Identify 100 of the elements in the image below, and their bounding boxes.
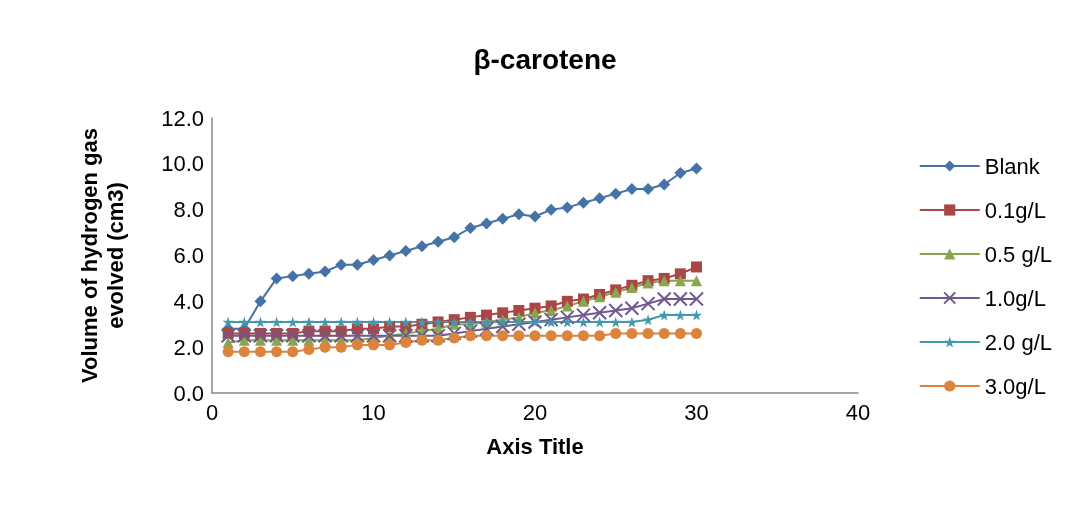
point	[481, 309, 493, 321]
y-tick-label: 6.0	[173, 243, 204, 268]
x-tick-label: 40	[845, 399, 871, 425]
point	[496, 212, 509, 225]
point	[236, 328, 252, 344]
point	[513, 305, 525, 316]
point	[691, 309, 702, 321]
point	[319, 265, 332, 278]
point	[674, 275, 686, 287]
point	[317, 328, 333, 344]
point	[351, 258, 364, 271]
point	[254, 316, 266, 328]
point	[285, 328, 301, 344]
point	[529, 330, 541, 342]
point	[593, 192, 606, 205]
point	[658, 178, 671, 191]
x-tick-label: 30	[684, 399, 709, 425]
point	[415, 240, 428, 253]
point	[642, 183, 655, 196]
point	[674, 167, 687, 179]
y-tick-label: 4.0	[173, 288, 204, 314]
y-axis-title: Volume of hydrogen gas evolved (cm3)	[76, 127, 128, 384]
point	[513, 330, 525, 342]
point	[512, 208, 525, 221]
point	[414, 328, 430, 344]
point	[480, 217, 493, 230]
point	[691, 275, 702, 287]
point	[462, 323, 478, 339]
point	[691, 261, 702, 273]
y-tick-label: 12.0	[161, 105, 204, 131]
x-axis-title: Axis Title	[486, 433, 584, 459]
legend-label: 0.5 g/L	[984, 241, 1052, 267]
point	[446, 325, 462, 341]
point	[658, 309, 670, 321]
point	[238, 346, 250, 358]
point	[271, 346, 283, 358]
point	[545, 203, 558, 216]
point	[368, 316, 379, 328]
x-tick-label: 0	[205, 399, 219, 425]
point	[640, 296, 656, 312]
x-tick-label: 20	[522, 399, 548, 425]
x-tick-label: 10	[361, 399, 386, 425]
point	[269, 328, 285, 344]
point	[432, 235, 445, 248]
point	[545, 330, 557, 342]
point	[575, 307, 591, 323]
point	[335, 341, 347, 353]
point	[511, 316, 527, 332]
point	[656, 291, 672, 307]
point	[301, 328, 317, 344]
point	[610, 327, 622, 339]
point	[252, 328, 268, 344]
point	[319, 341, 331, 353]
point	[479, 321, 495, 337]
chart-title: β-carotene	[473, 43, 617, 75]
y-tick-label: 0.0	[173, 380, 204, 406]
point	[367, 254, 380, 267]
legend-label: 3.0g/L	[984, 373, 1046, 399]
point	[545, 316, 557, 328]
point	[529, 210, 541, 223]
point	[448, 332, 460, 344]
point	[222, 346, 234, 358]
point	[464, 330, 476, 342]
point	[271, 316, 283, 328]
point	[642, 314, 654, 326]
point	[254, 295, 267, 308]
point	[400, 337, 412, 349]
point	[561, 201, 574, 214]
y-tick-label: 2.0	[173, 334, 204, 360]
point	[674, 327, 686, 339]
point	[286, 270, 299, 283]
point	[366, 328, 381, 344]
point	[561, 316, 573, 328]
point	[594, 330, 606, 342]
point	[691, 327, 702, 339]
point	[333, 328, 349, 344]
point	[238, 316, 250, 328]
point	[592, 305, 608, 321]
point	[384, 316, 396, 328]
point	[383, 249, 396, 262]
y-tick-label: 8.0	[173, 197, 204, 223]
point	[658, 327, 670, 339]
point	[625, 183, 638, 196]
point	[335, 258, 348, 271]
legend-label: 2.0 g/L	[984, 329, 1052, 355]
point	[497, 330, 509, 342]
point	[481, 330, 493, 342]
point	[610, 316, 622, 328]
point	[398, 328, 414, 344]
point	[594, 316, 606, 328]
point	[400, 316, 412, 328]
point	[626, 316, 638, 328]
point	[559, 309, 575, 325]
point	[222, 316, 234, 328]
point	[302, 267, 315, 280]
point	[351, 316, 363, 328]
point	[270, 272, 283, 285]
point	[303, 316, 315, 328]
point	[674, 268, 686, 280]
point	[690, 162, 703, 175]
